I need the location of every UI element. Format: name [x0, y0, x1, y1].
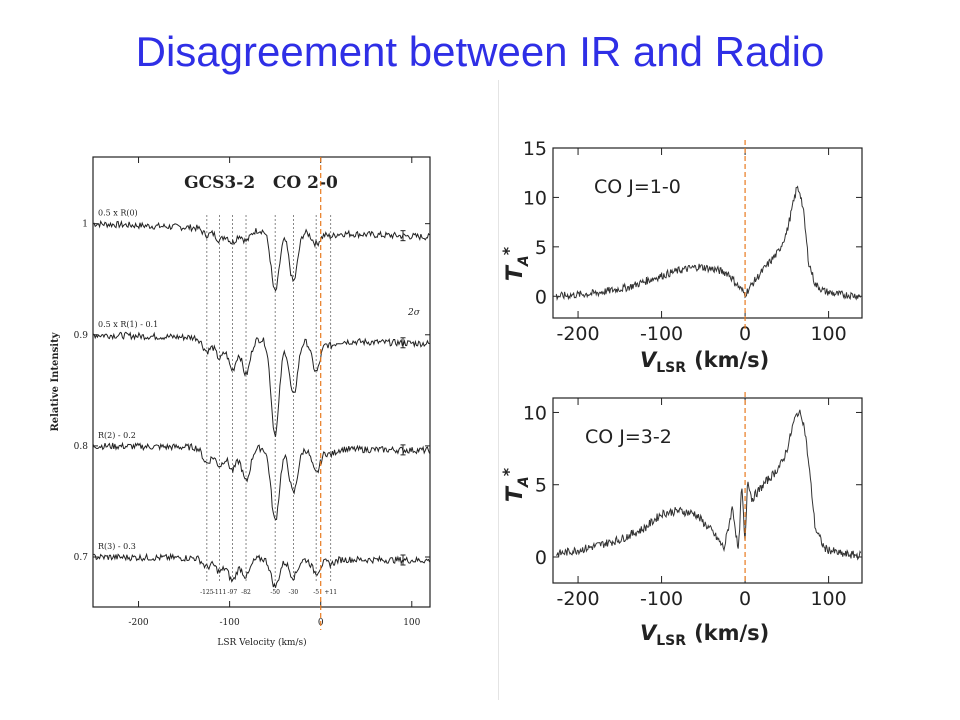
ir-velocity-label: -125	[200, 589, 214, 596]
ir-spectrum-chart: GCS3-2 CO 2-0 0.5 x R(0) 0.5 x R(1) - 0.1…	[50, 156, 431, 648]
ir-series-label: 0.5 x R(1) - 0.1	[98, 320, 158, 329]
ir-velocity-label: -5	[313, 589, 319, 596]
slide-divider	[498, 80, 499, 700]
ir-series-lines	[92, 219, 431, 588]
ir-velocity-labels: -125 -111 -97 -82 -50 -30 -5 +11	[200, 589, 337, 596]
co-1-0-x-tick-label: -100	[640, 323, 683, 345]
co-3-2-x-tick-label: -100	[640, 588, 683, 610]
ir-velocity-label: -50	[270, 589, 280, 596]
slide-title: Disagreement between IR and Radio	[135, 28, 825, 75]
ir-y-axis-label: Relative Intensity	[50, 331, 61, 431]
co-1-0-x-tick-label: 100	[810, 323, 846, 345]
ir-x-tick-label: -100	[220, 618, 240, 628]
ir-series-labels: 0.5 x R(0) 0.5 x R(1) - 0.1 R(2) - 0.2 R(3)…	[98, 209, 158, 551]
co-3-2-y-tick-label: 5	[535, 475, 547, 497]
co-3-2-x-tick-label: 100	[810, 588, 846, 610]
co-3-2-plot-frame	[552, 397, 863, 584]
co-1-0-xlabel: VLSR (km/s)	[640, 348, 769, 376]
ir-series-label: R(2) - 0.2	[98, 431, 136, 440]
ir-velocity-label: -97	[228, 589, 238, 596]
co-3-2-chart: 0 5 10 -200 -100 0 100 CO J=3-2 TA* VLSR (km/s)	[499, 392, 863, 649]
ir-y-tick-label: 1	[82, 220, 88, 230]
co-1-0-y-tick-label: 10	[523, 187, 547, 209]
co-3-2-xlabel: VLSR (km/s)	[640, 621, 769, 649]
ir-y-tick-label: 0.8	[74, 442, 89, 452]
co-3-2-x-tick-label: -200	[556, 588, 599, 610]
ir-y-tick-label: 0.7	[74, 553, 89, 563]
co-1-0-y-tick-label: 15	[523, 138, 547, 160]
ir-plot-frame	[92, 156, 431, 608]
ir-x-axis-label: LSR Velocity (km/s)	[217, 637, 306, 648]
co-1-0-x-tick-label: -200	[556, 323, 599, 345]
ir-x-tick-label: -200	[128, 618, 148, 628]
ir-y-tick-label: 0.9	[74, 331, 89, 341]
ir-velocity-label: -30	[289, 589, 299, 596]
ir-x-tick-label: 100	[403, 618, 420, 628]
co-1-0-y-tick-label: 0	[535, 286, 547, 308]
ir-series-line	[92, 552, 431, 588]
co-1-0-plot-frame	[552, 147, 863, 319]
co-1-0-x-tick-label: 0	[739, 323, 751, 345]
co-3-2-annotation: CO J=3-2	[585, 426, 672, 448]
ir-series-line	[92, 441, 431, 521]
ir-series-line	[92, 219, 430, 292]
co-3-2-x-tick-label: 0	[739, 588, 751, 610]
ir-velocity-label: -82	[241, 589, 251, 596]
ir-velocity-label: -111	[213, 589, 226, 596]
ir-error-bar-label: 2σ	[407, 308, 421, 318]
co-1-0-spectrum-line	[555, 185, 861, 302]
ir-error-bars	[400, 230, 406, 566]
ir-y-ticks: 1 0.9 0.8 0.7	[74, 220, 430, 563]
ir-series-line	[92, 331, 430, 437]
ir-chart-title: GCS3-2 CO 2-0	[184, 173, 338, 193]
ir-series-label: 0.5 x R(0)	[98, 209, 138, 218]
co-1-0-annotation: CO J=1-0	[594, 176, 681, 198]
co-1-0-y-tick-label: 5	[535, 237, 547, 259]
ir-velocity-guides	[206, 215, 332, 583]
co-1-0-chart: 0 5 10 15 -200 -100 0 100 CO J=1-0 TA* VLSR (km/…	[499, 138, 863, 376]
ir-velocity-label: +11	[324, 589, 337, 596]
co-1-0-ylabel: TA*	[499, 246, 532, 281]
co-3-2-y-tick-label: 0	[535, 547, 547, 569]
co-3-2-spectrum-line	[555, 409, 862, 561]
co-3-2-ylabel: TA*	[499, 467, 532, 502]
co-3-2-y-tick-label: 10	[523, 402, 547, 424]
ir-series-label: R(3) - 0.3	[98, 542, 136, 551]
